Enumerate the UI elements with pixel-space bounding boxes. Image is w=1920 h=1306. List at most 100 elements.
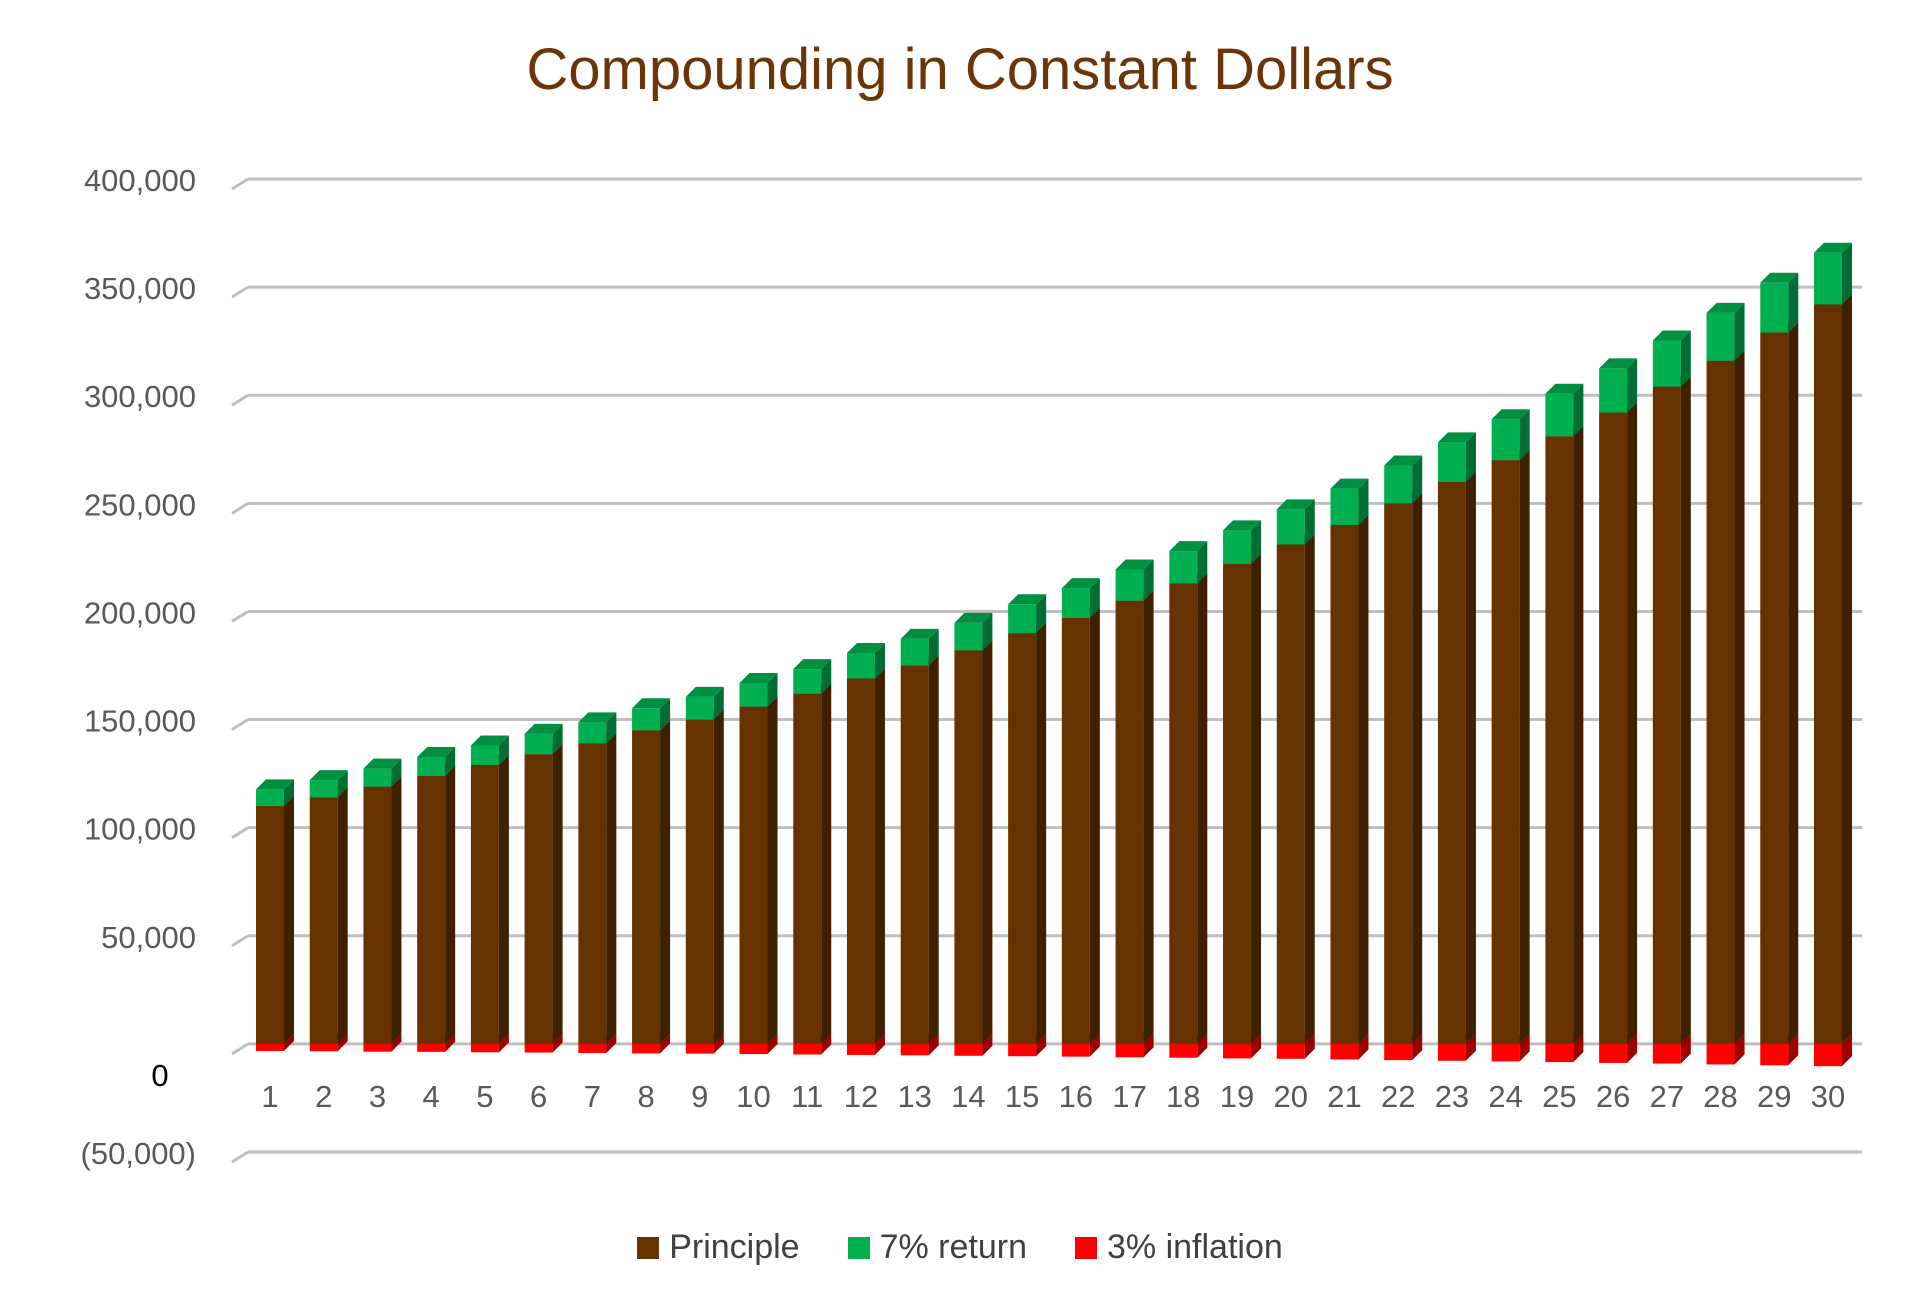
bar-return-top	[309, 770, 348, 781]
bar-return-top	[470, 735, 509, 746]
bar-return-side	[445, 746, 456, 776]
bar-return-side	[1143, 559, 1154, 601]
bar-inflation-front	[256, 1043, 284, 1052]
bar-return-front	[632, 708, 661, 731]
bar-principle	[1276, 534, 1315, 1044]
bar-inflation-side	[1842, 1033, 1852, 1067]
bar-return-top	[1169, 541, 1208, 552]
bar-inflation-front	[1545, 1043, 1574, 1063]
bar-principle-front	[1437, 481, 1466, 1044]
bar-return-top	[1599, 358, 1638, 369]
bar-inflation-front	[1760, 1043, 1789, 1066]
x-tick-label: 16	[1059, 1079, 1093, 1114]
bar-principle	[417, 765, 456, 1044]
legend-item: 7% return	[847, 1228, 1027, 1267]
bar-principle-front	[1276, 544, 1305, 1044]
gridlines	[231, 177, 1862, 1164]
bar-principle-side	[767, 696, 778, 1044]
bar-inflation-side	[1680, 1033, 1691, 1064]
x-tick-label: 28	[1703, 1079, 1737, 1114]
bar-principle-front	[739, 706, 768, 1044]
bar-return-front	[1008, 604, 1037, 634]
bar-return-side	[391, 758, 402, 787]
gridline-diag	[231, 718, 249, 731]
bar-principle-side	[1358, 514, 1369, 1044]
bar-return-side	[1734, 302, 1745, 361]
bar-return	[1330, 478, 1369, 525]
bar-return-top	[1008, 594, 1047, 605]
x-tick-label: 29	[1757, 1079, 1791, 1114]
bar-return-top	[363, 758, 402, 769]
bar-principle-front	[1760, 332, 1789, 1044]
x-tick-label: 13	[897, 1079, 931, 1114]
bar-return	[739, 673, 778, 707]
bar-return-front	[1061, 588, 1090, 618]
bar-inflation-front	[1599, 1043, 1628, 1063]
bar-return	[256, 779, 294, 807]
bar-return-side	[1519, 409, 1530, 461]
bar-inflation-front	[1008, 1043, 1037, 1057]
bar-principle-side	[1036, 623, 1047, 1044]
bar-principle-front	[309, 797, 338, 1044]
bar-principle-front	[1330, 524, 1359, 1044]
bar-principle-side	[1680, 376, 1691, 1044]
bar-return	[309, 770, 348, 798]
bar-return-side	[1573, 383, 1584, 437]
y-tick-label: 0	[151, 1058, 168, 1093]
bar-return-front	[1814, 252, 1842, 305]
bar-return-top	[1223, 520, 1262, 531]
bar-return-side	[660, 698, 671, 731]
bar-principle-side	[1842, 294, 1852, 1044]
y-tick-label: 200,000	[84, 595, 196, 630]
y-tick-label: 300,000	[84, 379, 196, 414]
bar-principle	[1706, 350, 1745, 1044]
x-tick-label: 4	[423, 1079, 440, 1114]
x-tick-label: 1	[261, 1079, 278, 1114]
bar-inflation-front	[685, 1043, 714, 1054]
bar-principle	[1223, 553, 1262, 1044]
chart-title: Compounding in Constant Dollars	[526, 37, 1394, 102]
legend-item: 3% inflation	[1075, 1228, 1283, 1267]
bar-return	[1652, 330, 1691, 387]
bar-return-top	[1814, 242, 1852, 253]
bar-return-top	[954, 612, 993, 623]
bar-principle-side	[606, 733, 617, 1044]
bar-return-front	[900, 638, 929, 666]
bar-return-top	[1115, 559, 1154, 570]
bar-principle-front	[578, 743, 607, 1044]
bar-return-side	[552, 723, 563, 755]
bar-return	[1760, 272, 1799, 333]
bar-return-front	[1276, 509, 1305, 545]
bar-principle	[1008, 623, 1047, 1044]
bar-return-front	[1599, 368, 1628, 413]
bar-return	[1599, 358, 1638, 413]
bar-return-top	[256, 779, 294, 790]
bar-inflation-front	[1814, 1043, 1842, 1067]
y-tick-label: 250,000	[84, 487, 196, 522]
bar-principle-front	[1545, 436, 1574, 1044]
bar-principle-front	[470, 764, 499, 1044]
bar-return	[1115, 559, 1154, 601]
bar-principle-front	[1115, 600, 1144, 1044]
bar-return-front	[685, 696, 714, 720]
bar-principle	[1599, 402, 1638, 1044]
x-tick-label: 25	[1542, 1079, 1576, 1114]
bar-return-side	[337, 770, 348, 798]
bar-return-front	[256, 789, 284, 807]
bar-return	[1223, 520, 1262, 564]
bar-inflation-side	[1036, 1033, 1047, 1057]
bar-inflation-front	[1061, 1043, 1090, 1057]
bar-principle-side	[1519, 450, 1530, 1044]
bar-principle-side	[660, 720, 671, 1044]
x-tick-label: 7	[584, 1079, 601, 1114]
gridline-diag	[231, 1150, 249, 1164]
bar-return-side	[1251, 520, 1262, 564]
legend-swatch	[637, 1236, 660, 1259]
bar-inflation-side	[606, 1033, 617, 1053]
bar-principle-side	[1734, 350, 1745, 1044]
bar-principle-side	[713, 709, 724, 1044]
bar-return-top	[417, 746, 456, 757]
bar-inflation-front	[632, 1043, 661, 1054]
bar-return	[363, 758, 402, 787]
